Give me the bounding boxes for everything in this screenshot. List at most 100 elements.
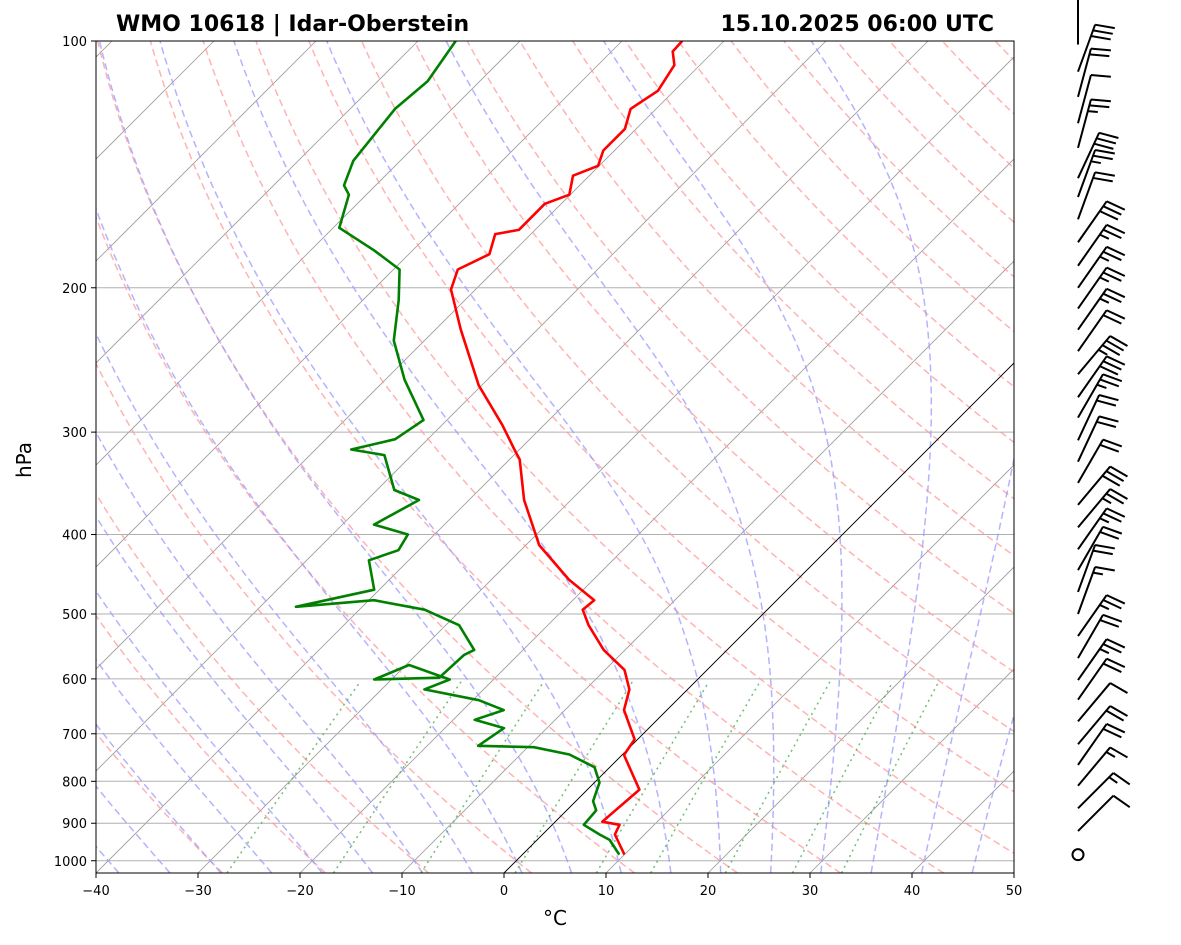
calm-wind-circle [1073,849,1084,860]
barb-shaft [1078,395,1099,440]
barb-half-feather [1100,299,1109,303]
y-tick-label: 1000 [54,855,87,870]
y-tick-label: 200 [62,282,87,297]
moist-adiabat [446,41,774,873]
dry-adiabat [626,41,1181,873]
isotherm-line [0,41,418,873]
dry-adiabat [520,41,1181,873]
barb-full-feather [1100,620,1119,627]
barb-full-feather [1097,400,1116,405]
barb-half-feather [1106,752,1115,757]
barb-half-feather [1088,111,1098,112]
isotherm-line [0,41,826,873]
dry-adiabat [731,41,1181,873]
chart-title-time: 15.10.2025 06:00 UTC [720,12,994,37]
isotherm-line [0,41,10,873]
barb-full-feather [1099,395,1118,400]
barb-half-feather [1091,161,1101,163]
barb-full-feather [1103,615,1122,622]
wind-barb [1078,527,1122,570]
dry-adiabat [784,41,1181,873]
barb-full-feather [1091,100,1111,102]
x-tick-label: 50 [1006,884,1023,899]
y-tick-label: 600 [62,673,87,688]
barb-full-feather [1095,25,1115,28]
barb-half-feather [1100,257,1109,261]
moist-adiabat [100,41,572,873]
wind-barb [1078,615,1122,658]
barb-full-feather [1089,54,1109,56]
barb-full-feather [1095,545,1115,548]
moist-adiabat [0,41,372,873]
dry-adiabat [467,41,1181,873]
y-tick-label: 500 [62,608,87,623]
barb-shaft [1078,75,1091,123]
dry-adiabat [837,41,1181,873]
barb-half-feather [1100,518,1109,522]
dry-adiabat [45,41,635,873]
barb-full-feather [1103,440,1122,447]
barb-full-feather [1095,172,1115,175]
dry-adiabat [362,41,1181,873]
y-tick-label: 100 [62,35,87,50]
barb-shaft [1078,724,1107,765]
barb-full-feather [1097,138,1116,143]
wind-barb [1078,289,1125,330]
x-tick-label: −10 [388,884,415,899]
barb-shaft [1078,225,1107,266]
barb-full-feather [1100,379,1119,386]
barb-full-feather [1091,36,1111,39]
temperature-profile-line [451,41,682,855]
barb-full-feather [1113,796,1129,807]
dry-adiabat [0,41,532,873]
barb-full-feather [1100,532,1119,539]
moist-adiabat [5,41,472,873]
moist-adiabat [972,41,1181,873]
barb-full-feather [1093,178,1113,181]
mixing-ratio-line [334,682,462,873]
x-tick-label: −30 [184,884,211,899]
x-tick-label: 20 [700,884,717,899]
barb-half-feather [1093,573,1103,575]
barb-shaft [1078,100,1091,148]
barb-full-feather [1094,144,1113,149]
dry-adiabat [309,41,1150,873]
isotherm-line [810,41,1181,873]
x-tick-label: 40 [904,884,921,899]
y-tick-label: 800 [62,775,87,790]
isotherm-line [198,41,1030,873]
barb-half-feather [1100,605,1109,609]
barb-shaft [1078,527,1103,570]
barb-shaft [1078,268,1107,309]
barb-shaft [1078,247,1107,288]
moist-adiabat [0,41,422,873]
mixing-ratio-line [725,682,830,873]
x-axis-label: °C [543,906,567,930]
barb-full-feather [1103,527,1122,534]
barb-full-feather [1095,150,1115,153]
barb-half-feather [1097,385,1106,388]
barb-full-feather [1091,49,1111,51]
dry-adiabat [150,41,840,873]
x-tick-label: 30 [802,884,819,899]
moist-adiabat [0,41,272,873]
wind-barb [1078,268,1125,309]
x-tick-label: −40 [82,884,109,899]
wind-barb [1078,247,1125,288]
plot-frame [96,41,1014,873]
barb-full-feather [1093,551,1113,554]
barb-shaft [1078,416,1099,461]
profiles [296,41,682,855]
mixing-ratio-line [793,682,893,873]
y-tick-label: 700 [62,728,87,743]
barb-half-feather [1100,235,1109,239]
barb-shaft [1078,289,1107,330]
barb-shaft [1078,545,1095,592]
barb-shaft [1078,172,1095,219]
moist-adiabat [234,41,671,873]
isotherm-line [0,41,520,873]
barb-half-feather [1109,777,1117,783]
dry-adiabat [890,41,1181,873]
barb-shaft [1078,615,1103,658]
